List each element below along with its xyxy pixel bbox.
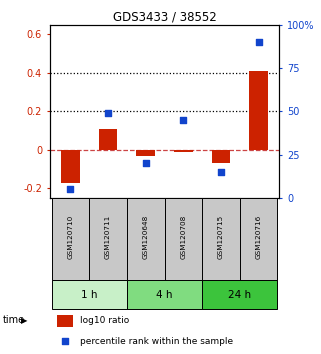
Bar — [56, 315, 73, 327]
Bar — [136, 150, 155, 155]
Bar — [174, 150, 193, 152]
Title: GDS3433 / 38552: GDS3433 / 38552 — [113, 11, 216, 24]
Text: percentile rank within the sample: percentile rank within the sample — [80, 337, 233, 346]
Point — [218, 169, 223, 175]
Point — [256, 39, 261, 45]
Point — [143, 160, 148, 166]
Bar — [202, 280, 277, 309]
Bar — [164, 198, 202, 280]
Bar — [249, 71, 268, 150]
Text: time: time — [3, 315, 25, 325]
Point — [68, 187, 73, 192]
Text: GSM120710: GSM120710 — [67, 215, 74, 259]
Bar — [127, 280, 202, 309]
Text: 4 h: 4 h — [156, 290, 173, 300]
Point — [106, 110, 111, 116]
Bar — [89, 198, 127, 280]
Text: GSM120715: GSM120715 — [218, 215, 224, 259]
Text: GSM120708: GSM120708 — [180, 215, 186, 259]
Point — [181, 117, 186, 123]
Text: GSM120648: GSM120648 — [143, 215, 149, 259]
Bar — [212, 150, 230, 163]
Bar — [52, 198, 89, 280]
Bar — [127, 198, 164, 280]
Text: 24 h: 24 h — [228, 290, 251, 300]
Bar — [99, 129, 117, 150]
Bar — [240, 198, 277, 280]
Point — [62, 339, 67, 344]
Text: ▶: ▶ — [21, 316, 27, 325]
Text: GSM120711: GSM120711 — [105, 215, 111, 259]
Text: log10 ratio: log10 ratio — [80, 316, 129, 325]
Bar — [202, 198, 240, 280]
Text: 1 h: 1 h — [81, 290, 98, 300]
Bar — [61, 150, 80, 183]
Bar — [52, 280, 127, 309]
Text: GSM120716: GSM120716 — [256, 215, 262, 259]
